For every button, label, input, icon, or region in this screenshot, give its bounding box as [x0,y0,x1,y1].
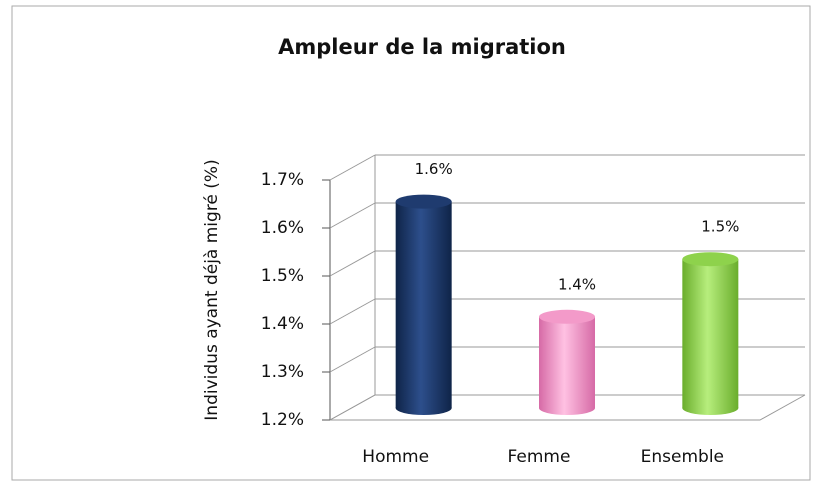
bar [682,259,739,408]
bar [539,316,595,408]
y-tick-label: 1.6% [261,218,304,238]
grid-line [329,250,376,277]
chart-frame [11,5,811,481]
bar-top [539,309,595,324]
value-label: 1.6% [415,160,453,178]
x-tick-label: Homme [362,447,429,467]
value-label: 1.4% [558,275,596,293]
grid-line [329,346,376,373]
floor-front [330,394,806,421]
grid-line [329,394,376,421]
y-axis-label: Individus ayant déjà migré (%) [202,159,222,420]
y-tick-label: 1.5% [261,266,304,286]
y-tick-label: 1.4% [261,314,304,334]
x-tick-label: Femme [508,447,571,467]
y-tick-label: 1.7% [261,170,304,190]
grid-line [329,298,376,325]
bar [395,201,452,408]
bar-top [682,252,739,267]
grid-line [329,202,376,229]
y-tick-label: 1.2% [261,410,304,430]
x-tick-label: Ensemble [641,447,724,467]
value-label: 1.5% [701,218,739,236]
grid-line [329,154,376,181]
y-tick-label: 1.3% [261,362,304,382]
bar-top [395,194,452,209]
chart-title: Ampleur de la migration [278,35,566,59]
